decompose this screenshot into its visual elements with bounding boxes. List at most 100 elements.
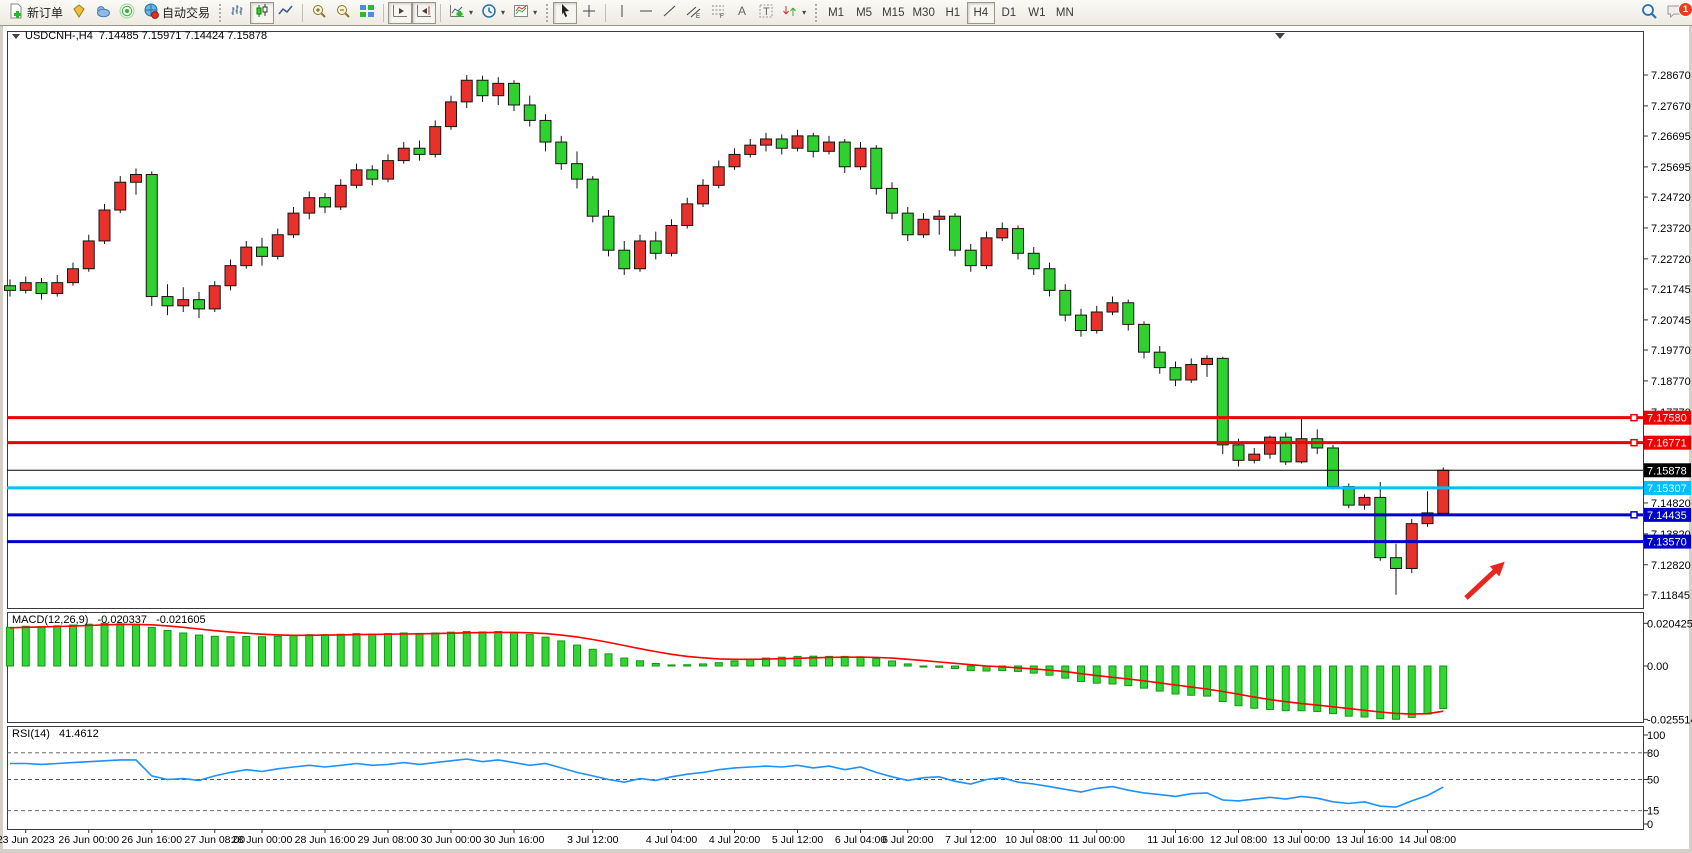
candle-up bbox=[1358, 496, 1371, 506]
timeframe-m15-button[interactable]: M15 bbox=[878, 2, 908, 24]
macd-bar bbox=[1329, 665, 1337, 715]
symbol-dropdown-icon[interactable] bbox=[12, 34, 20, 39]
cursor-button[interactable] bbox=[553, 1, 578, 24]
macd-bar bbox=[1439, 665, 1448, 710]
macd-bar bbox=[195, 634, 203, 667]
timeframe-d1-button[interactable]: D1 bbox=[995, 2, 1023, 24]
date-tick-label: 26 Jun 16:00 bbox=[121, 834, 182, 846]
candle-down bbox=[1153, 351, 1166, 369]
macd-bar bbox=[352, 633, 361, 667]
candle-up bbox=[996, 228, 1009, 239]
notification-badge[interactable]: 1 bbox=[1678, 1, 1692, 17]
macd-bar bbox=[1203, 665, 1211, 697]
candle-up bbox=[823, 141, 835, 152]
crosshair-button[interactable] bbox=[577, 2, 601, 24]
candle-up bbox=[980, 237, 993, 267]
date-tick-label: 23 Jun 2023 bbox=[0, 834, 55, 846]
candle-down bbox=[523, 104, 536, 121]
toolbar-separator bbox=[605, 3, 607, 22]
autotrade-button[interactable]: 自动交易 bbox=[139, 2, 214, 24]
candle-up bbox=[19, 282, 32, 291]
trendline-button[interactable] bbox=[658, 2, 682, 24]
candle-down bbox=[618, 249, 631, 270]
price-tick-label: 7.19770 bbox=[1651, 345, 1691, 357]
text-label-button[interactable]: T bbox=[754, 2, 778, 24]
candle-up bbox=[1264, 436, 1276, 455]
candle-down bbox=[35, 282, 48, 294]
candle-down bbox=[586, 178, 599, 217]
candle-up bbox=[917, 218, 930, 236]
timeframe-h1-button[interactable]: H1 bbox=[939, 2, 967, 24]
autotrade-globe-icon bbox=[143, 3, 159, 22]
candle-down bbox=[838, 141, 851, 168]
text-button[interactable]: A bbox=[730, 2, 754, 24]
price-badge-label: 7.13570 bbox=[1647, 537, 1687, 549]
candle-up bbox=[1421, 512, 1434, 525]
chart-shift-button[interactable] bbox=[412, 1, 437, 24]
new-order-button[interactable]: 新订单 bbox=[4, 2, 67, 24]
candle-up bbox=[760, 138, 772, 146]
fibonacci-button[interactable]: F bbox=[706, 2, 730, 24]
zoom-out-button[interactable] bbox=[331, 2, 355, 24]
signal-icon bbox=[119, 3, 135, 22]
templates-icon bbox=[513, 3, 529, 22]
candle-down bbox=[1012, 228, 1024, 254]
macd-bar bbox=[384, 633, 392, 667]
candle-down bbox=[1279, 436, 1292, 463]
price-badge-label: 7.17580 bbox=[1647, 413, 1687, 425]
candle-up bbox=[665, 224, 678, 254]
cursor-icon bbox=[557, 3, 573, 22]
candle-down bbox=[161, 296, 174, 307]
candlestick-button[interactable] bbox=[250, 1, 275, 24]
timeframe-m5-button[interactable]: M5 bbox=[850, 2, 878, 24]
timeframe-m1-button[interactable]: M1 bbox=[822, 2, 850, 24]
bar-chart-button[interactable] bbox=[226, 2, 250, 24]
candle-up bbox=[382, 160, 394, 180]
macd-bar bbox=[840, 655, 849, 667]
signal-button[interactable] bbox=[115, 2, 139, 24]
cloud-button[interactable] bbox=[91, 2, 115, 24]
auto-scroll-button[interactable] bbox=[388, 1, 413, 24]
vertical-line-button[interactable] bbox=[610, 2, 634, 24]
line-chart-button[interactable] bbox=[274, 2, 298, 24]
macd-bar bbox=[1187, 665, 1196, 696]
macd-bar bbox=[415, 632, 424, 667]
candle-down bbox=[870, 147, 883, 189]
zoom-in-button[interactable] bbox=[307, 2, 331, 24]
timeframe-mn-button[interactable]: MN bbox=[1051, 2, 1079, 24]
horizontal-line-button[interactable] bbox=[634, 2, 658, 24]
candle-up bbox=[130, 173, 142, 183]
macd-bar bbox=[620, 657, 629, 667]
indicators-dropdown-button[interactable]: ▾ bbox=[445, 2, 477, 24]
candle-up bbox=[98, 209, 111, 242]
candle-down bbox=[1232, 444, 1245, 461]
templates-dropdown-button[interactable]: ▾ bbox=[509, 2, 541, 24]
candle-up bbox=[350, 169, 363, 186]
timeframe-m30-button[interactable]: M30 bbox=[908, 2, 938, 24]
date-tick-label: 12 Jul 08:00 bbox=[1210, 834, 1267, 846]
candlestick-icon bbox=[254, 3, 270, 22]
timeframe-w1-button[interactable]: W1 bbox=[1023, 2, 1051, 24]
candle-down bbox=[1027, 252, 1040, 270]
search-button[interactable] bbox=[1636, 2, 1662, 24]
macd-bar bbox=[305, 634, 314, 667]
macd-tick-label: -0.025514 bbox=[1647, 714, 1692, 726]
date-tick-label: 27 Jun 08:00 bbox=[184, 834, 245, 846]
gem-button[interactable] bbox=[67, 2, 91, 24]
candle-down bbox=[1216, 357, 1229, 446]
candle-up bbox=[271, 234, 284, 257]
tile-windows-button[interactable] bbox=[355, 2, 379, 24]
indicators-icon bbox=[449, 3, 465, 22]
macd-bar bbox=[699, 663, 707, 667]
channel-icon: E bbox=[686, 3, 702, 22]
rsi-value: 41.4612 bbox=[58, 728, 99, 740]
candle-down bbox=[1075, 314, 1087, 332]
candle-down bbox=[366, 169, 379, 180]
equidistant-channel-button[interactable]: E bbox=[682, 2, 706, 24]
chart-symbol: USDCNH-,H4 bbox=[25, 30, 93, 42]
macd-bar bbox=[651, 662, 660, 667]
periods-dropdown-button[interactable]: ▾ bbox=[477, 2, 509, 24]
timeframe-h4-button[interactable]: H4 bbox=[966, 1, 995, 24]
arrows-dropdown-button[interactable]: ▾ bbox=[778, 2, 810, 24]
